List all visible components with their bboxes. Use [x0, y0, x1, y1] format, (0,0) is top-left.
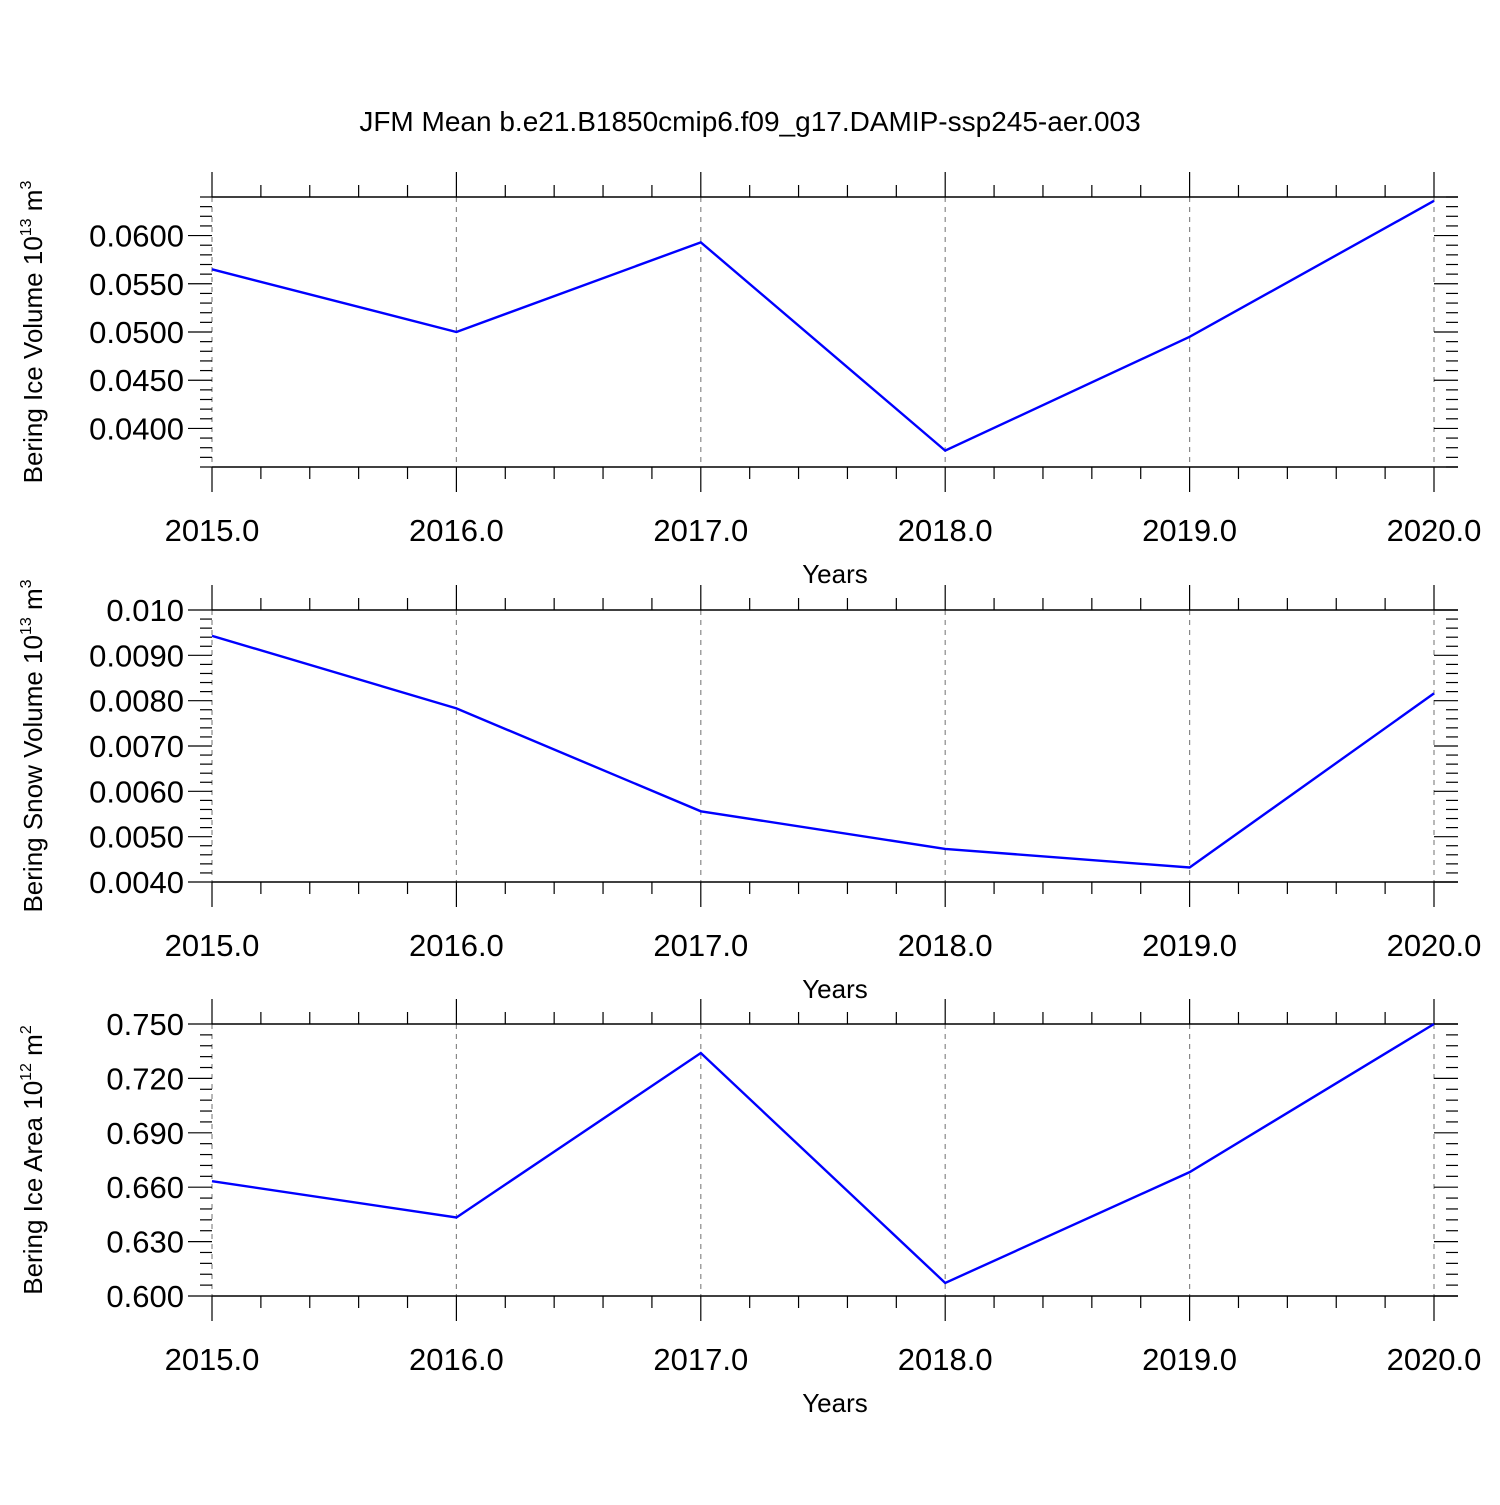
x-tick-label: 2019.0: [1142, 1342, 1237, 1377]
y-tick-label: 0.690: [106, 1116, 184, 1151]
y-axis-label: Bering Ice Area 1012 m2: [18, 1025, 48, 1295]
y-tick-label: 0.0040: [89, 865, 184, 900]
y-tick-label: 0.0070: [89, 729, 184, 764]
series-line: [212, 201, 1434, 451]
y-tick-label: 0.0400: [89, 411, 184, 446]
y-tick-label: 0.0550: [89, 267, 184, 302]
x-tick-label: 2020.0: [1387, 513, 1482, 548]
x-tick-label: 2020.0: [1387, 928, 1482, 963]
y-tick-label: 0.0600: [89, 219, 184, 254]
y-axis-label: Bering Ice Volume 1013 m3: [18, 181, 48, 484]
x-tick-label: 2018.0: [898, 928, 993, 963]
y-tick-label: 0.750: [106, 1007, 184, 1042]
x-tick-label: 2015.0: [165, 928, 260, 963]
x-tick-label: 2016.0: [409, 928, 504, 963]
series-line: [212, 636, 1434, 868]
x-axis-label: Years: [802, 974, 868, 1004]
x-tick-label: 2020.0: [1387, 1342, 1482, 1377]
y-tick-label: 0.010: [106, 593, 184, 628]
chart-panel-3: 0.600 0.630 0.660 0.690 0.720 0.750 2015.0 2016…: [18, 999, 1481, 1418]
y-tick-label: 0.600: [106, 1279, 184, 1314]
series-line: [212, 1024, 1434, 1283]
x-tick-label: 2017.0: [653, 1342, 748, 1377]
x-tick-label: 2018.0: [898, 513, 993, 548]
chart-panel-2: 0.0040 0.0050 0.0060 0.0070 0.0080 0.0090 0.01…: [18, 579, 1481, 1004]
x-axis-label: Years: [802, 1388, 868, 1418]
x-tick-label: 2016.0: [409, 513, 504, 548]
chart-panel-1: 0.0400 0.0450 0.0500 0.0550 0.0600 2015.0 2016…: [18, 172, 1481, 589]
x-tick-label: 2019.0: [1142, 928, 1237, 963]
y-tick-label: 0.0500: [89, 315, 184, 350]
figure-title: JFM Mean b.e21.B1850cmip6.f09_g17.DAMIP-…: [0, 106, 1500, 138]
x-tick-label: 2018.0: [898, 1342, 993, 1377]
y-tick-label: 0.630: [106, 1225, 184, 1260]
y-tick-label: 0.660: [106, 1170, 184, 1205]
y-tick-label: 0.0080: [89, 684, 184, 719]
y-tick-label: 0.0090: [89, 638, 184, 673]
y-tick-label: 0.0450: [89, 363, 184, 398]
x-tick-label: 2015.0: [165, 1342, 260, 1377]
y-tick-label: 0.0060: [89, 774, 184, 809]
x-tick-label: 2017.0: [653, 513, 748, 548]
y-tick-label: 0.720: [106, 1061, 184, 1096]
x-tick-label: 2019.0: [1142, 513, 1237, 548]
y-tick-label: 0.0050: [89, 820, 184, 855]
x-tick-label: 2017.0: [653, 928, 748, 963]
x-axis-label: Years: [802, 559, 868, 589]
x-tick-label: 2016.0: [409, 1342, 504, 1377]
y-axis-label: Bering Snow Volume 1013 m3: [18, 579, 48, 912]
x-tick-label: 2015.0: [165, 513, 260, 548]
